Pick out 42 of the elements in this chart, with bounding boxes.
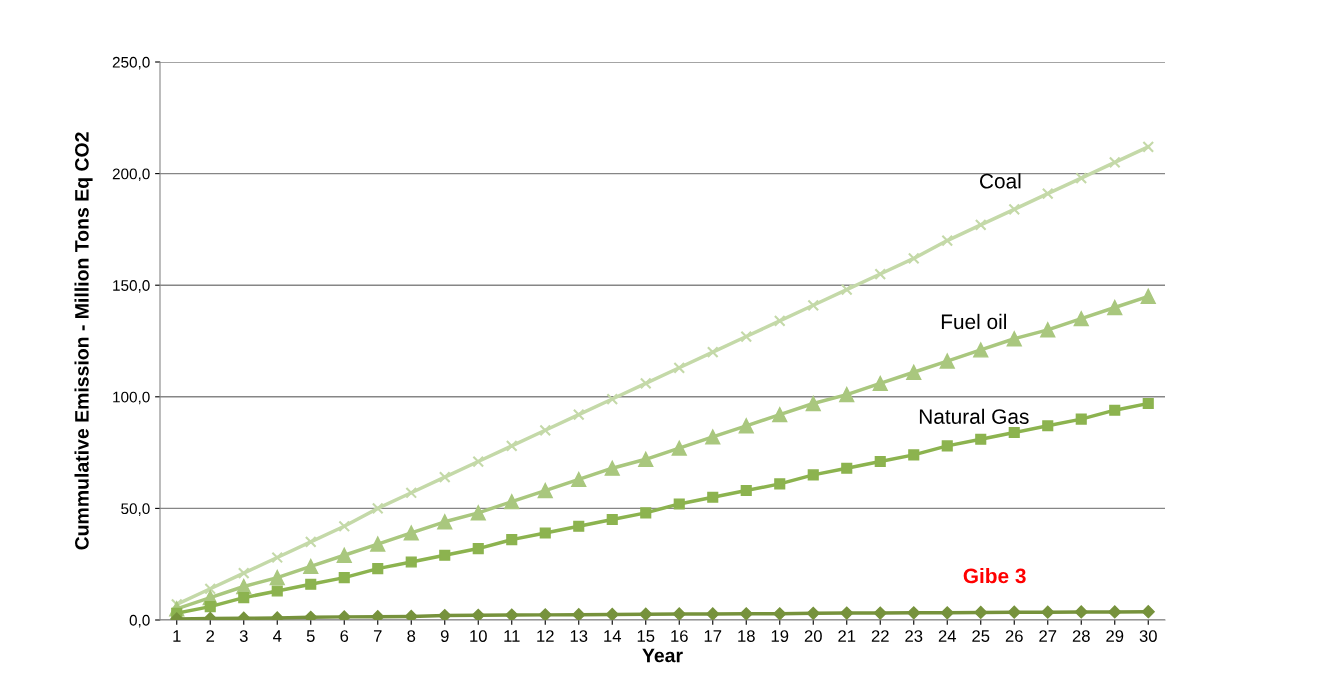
y-tick-label: 150,0 [113,280,150,293]
y-tick-label: 100,0 [113,391,150,405]
x-tick-label: 28 [1072,630,1090,642]
x-tick-label: 17 [704,630,722,642]
x-tick-label: 9 [440,630,449,642]
x-tick-label: 6 [340,630,349,642]
series-label: Gibe 3 [963,567,1026,584]
x-tick-label: 24 [938,630,957,642]
x-tick-label: 1 [173,630,181,642]
x-tick-label: 26 [1005,630,1023,642]
y-tick-label: 50,0 [121,503,150,516]
x-tick-label: 5 [306,630,315,642]
x-tick-label: 4 [273,630,282,642]
x-tick-label: 16 [671,630,688,642]
series-label: Natural Gas [919,408,1029,424]
x-tick-label: 12 [537,630,554,642]
x-tick-label: 2 [206,630,215,642]
x-tick-label: 8 [407,630,416,642]
y-tick-label: 0,0 [129,614,150,628]
x-tick-label: 27 [1039,630,1057,642]
x-tick-label: 14 [604,630,622,642]
series-label: Coal [980,173,1021,189]
x-tick-label: 21 [838,630,856,642]
x-tick-label: 22 [871,630,889,642]
y-tick-label: 200,0 [112,168,150,182]
x-tick-label: 29 [1106,630,1124,642]
x-tick-label: 15 [637,630,655,642]
x-tick-label: 18 [738,630,755,642]
x-tick-label: 23 [905,630,923,642]
x-tick-label: 10 [470,630,487,642]
y-tick-label: 250,0 [112,56,150,70]
x-tick-label: 7 [373,630,382,642]
x-tick-label: 20 [804,630,822,642]
x-tick-label: 19 [771,630,789,642]
x-tick-label: 13 [570,630,588,642]
x-axis-title: Year [642,648,683,663]
y-axis-title: Cummulative Emission - Million Tons Eq CO2 [74,132,93,550]
x-tick-label: 3 [239,630,248,642]
x-tick-label: 25 [972,630,990,642]
x-tick-label: 11 [504,630,520,642]
x-tick-label: 30 [1139,630,1157,642]
series-label: Fuel oil [941,313,1006,330]
